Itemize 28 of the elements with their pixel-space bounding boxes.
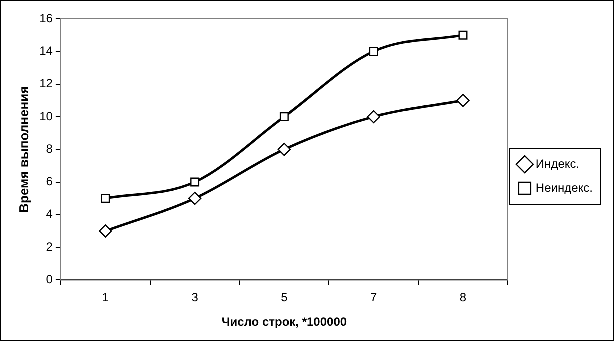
point: [458, 30, 468, 40]
legend-label: Неиндекс.: [536, 180, 594, 195]
y-tick-label: 8: [46, 142, 54, 156]
y-tick-label: 10: [40, 109, 54, 124]
x-tick-label: 7: [370, 290, 378, 305]
point: [456, 94, 470, 108]
y-tick-label: 0: [46, 272, 54, 287]
y-tick-label: 4: [46, 207, 54, 222]
y-tick-label: 2: [46, 240, 54, 254]
point: [278, 143, 292, 156]
x-tick-label: 3: [192, 290, 199, 305]
point: [188, 192, 202, 206]
legend-label: Индекс.: [536, 156, 580, 171]
x-tick-label: 8: [460, 290, 467, 305]
point: [367, 110, 380, 124]
y-tick-label: 12: [40, 76, 54, 91]
point: [280, 112, 289, 122]
point: [101, 194, 110, 204]
point: [99, 224, 112, 238]
x-tick-label: 5: [281, 290, 288, 305]
y-tick-label: 14: [40, 44, 54, 58]
point: [369, 47, 378, 56]
point: [190, 178, 200, 187]
x-axis-title: Число строк, *100000: [222, 315, 348, 330]
y-tick-label: 16: [40, 11, 54, 26]
x-tick-label: 1: [102, 290, 110, 305]
y-axis-title: Время выполнения: [16, 86, 32, 213]
y-tick-label: 6: [46, 174, 54, 189]
